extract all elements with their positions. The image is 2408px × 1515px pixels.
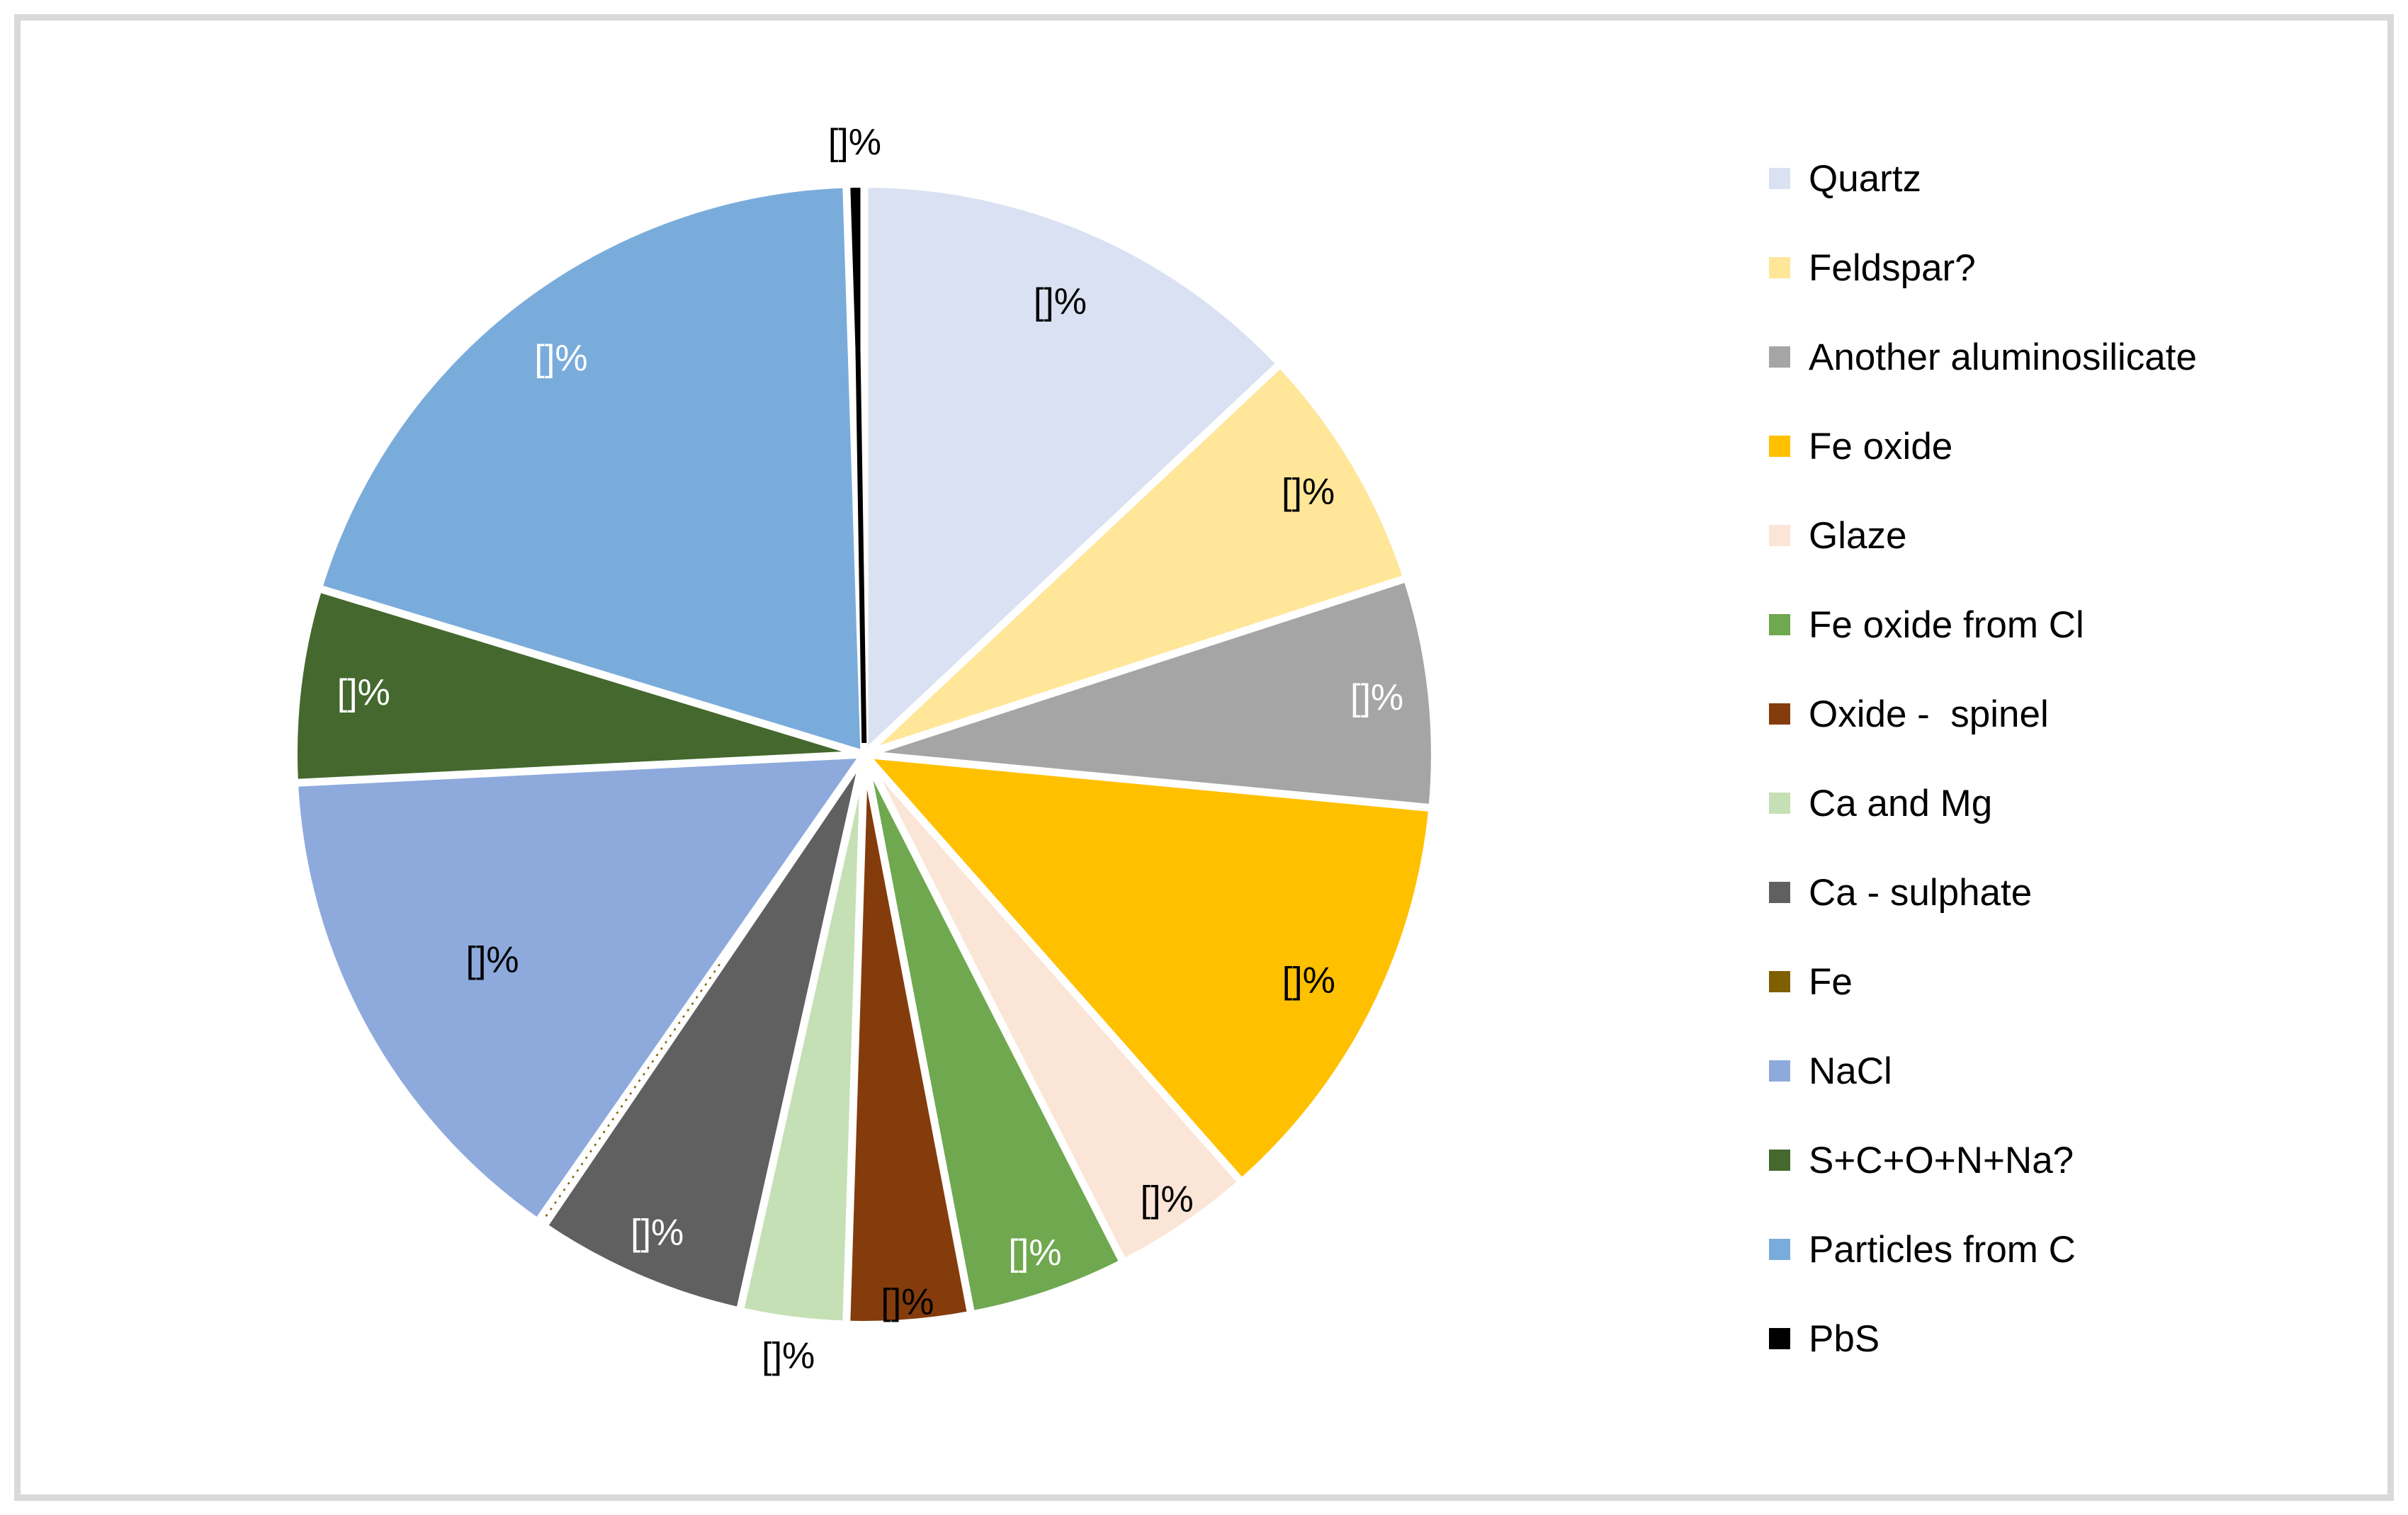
legend-label: PbS	[1809, 1317, 1880, 1360]
pie-slice-s-c-o-n-na	[297, 589, 864, 783]
pie-slice-ca-sulphate	[546, 754, 864, 1307]
slice-separator	[864, 750, 1430, 812]
slice-label-s-c-o-n-na: []%	[337, 672, 390, 713]
slice-separator	[861, 752, 1126, 1263]
legend-item-ca-and-mg: Ca and Mg	[1769, 759, 2371, 848]
slice-separator	[736, 753, 869, 1310]
legend-item-fe-oxide: Fe oxide	[1769, 402, 2371, 491]
legend-swatch	[1769, 1239, 1790, 1260]
legend-item-feldspar: Feldspar?	[1769, 223, 2371, 312]
legend-swatch	[1769, 614, 1790, 635]
slice-label-ca-sulphate: []%	[631, 1213, 684, 1254]
pie-slice-fe-hairline	[542, 963, 720, 1222]
legend-item-ca-sulphate: Ca - sulphate	[1769, 848, 2371, 937]
slice-separator	[861, 751, 1243, 1184]
legend-swatch	[1769, 971, 1790, 992]
slice-label-fe-oxide: []%	[1282, 960, 1335, 1002]
legend-label: Fe oxide from Cl	[1809, 603, 2084, 646]
legend-swatch	[1769, 1060, 1790, 1082]
pie-slice-nacl	[298, 754, 864, 1219]
legend-item-glaze: Glaze	[1769, 491, 2371, 580]
legend-item-particles-from-c: Particles from C	[1769, 1205, 2371, 1294]
slice-label-pbs: []%	[828, 122, 881, 163]
slice-separator	[536, 751, 868, 1222]
legend-item-quartz: Quartz	[1769, 134, 2371, 223]
slice-label-nacl: []%	[466, 940, 519, 981]
legend-swatch	[1769, 168, 1790, 189]
legend: Quartz Feldspar? Another aluminosilicate…	[1769, 134, 2371, 1383]
legend-swatch	[1769, 1150, 1790, 1171]
slice-label-glaze: []%	[1141, 1179, 1194, 1220]
legend-label: Ca and Mg	[1809, 782, 1993, 824]
legend-item-fe-oxide-from-cl: Fe oxide from Cl	[1769, 580, 2371, 669]
slice-separator	[296, 750, 865, 787]
legend-swatch	[1769, 525, 1790, 546]
legend-label: Quartz	[1809, 157, 1922, 200]
legend-swatch	[1769, 436, 1790, 457]
legend-label: Glaze	[1809, 514, 1907, 557]
pie-slice-quartz	[864, 188, 1278, 754]
legend-swatch	[1769, 882, 1790, 903]
legend-swatch	[1769, 1328, 1790, 1349]
legend-item-s-c-o-n-na: S+C+O+N+Na?	[1769, 1116, 2371, 1205]
legend-label: Particles from C	[1809, 1228, 2076, 1271]
legend-item-nacl: NaCl	[1769, 1026, 2371, 1116]
legend-swatch	[1769, 257, 1790, 278]
pie-slice-particles-from-c	[322, 188, 865, 754]
legend-item-another-aluminosilicate: Another aluminosilicate	[1769, 312, 2371, 402]
pie-slice-fe-oxide	[864, 754, 1429, 1180]
slice-label-another-aluminosilicate: []%	[1350, 677, 1403, 718]
pie-slice-oxide-spinel	[846, 754, 971, 1321]
slice-separator	[861, 362, 1282, 758]
legend-swatch	[1769, 793, 1790, 814]
legend-label: NaCl	[1809, 1050, 1892, 1092]
legend-label: Feldspar?	[1809, 246, 1976, 289]
slice-label-fe-oxide-from-cl: []%	[1008, 1232, 1061, 1273]
slice-label-feldspar: []%	[1282, 471, 1335, 512]
legend-item-oxide-spinel: Oxide - spinel	[1769, 669, 2371, 759]
legend-label: Oxide - spinel	[1809, 693, 2049, 735]
slice-label-quartz: []%	[1034, 281, 1087, 322]
legend-item-fe: Fe	[1769, 937, 2371, 1026]
slice-label-oxide-spinel: []%	[881, 1282, 934, 1323]
legend-label: Another aluminosilicate	[1809, 336, 2197, 378]
slice-separator	[842, 754, 869, 1322]
legend-swatch	[1769, 703, 1790, 725]
pie-slice-fe-oxide-from-cl	[864, 754, 1122, 1311]
pie-slice-feldspar	[864, 366, 1403, 754]
slice-separator	[863, 574, 1406, 759]
slice-separator	[860, 753, 975, 1313]
pie-slice-pbs-sliver	[852, 188, 867, 744]
slice-separator	[320, 585, 866, 759]
legend-label: Fe oxide	[1809, 425, 1953, 467]
pie-slice-glaze	[864, 754, 1239, 1259]
legend-item-pbs: PbS	[1769, 1294, 2371, 1383]
legend-label: S+C+O+N+Na?	[1809, 1139, 2074, 1181]
slice-label-particles-from-c: []%	[534, 338, 587, 379]
legend-swatch	[1769, 346, 1790, 368]
legend-label: Fe	[1809, 960, 1853, 1003]
slice-label-ca-and-mg: []%	[762, 1335, 815, 1376]
legend-label: Ca - sulphate	[1809, 871, 2033, 914]
pie-slice-another-aluminosilicate	[864, 579, 1431, 808]
